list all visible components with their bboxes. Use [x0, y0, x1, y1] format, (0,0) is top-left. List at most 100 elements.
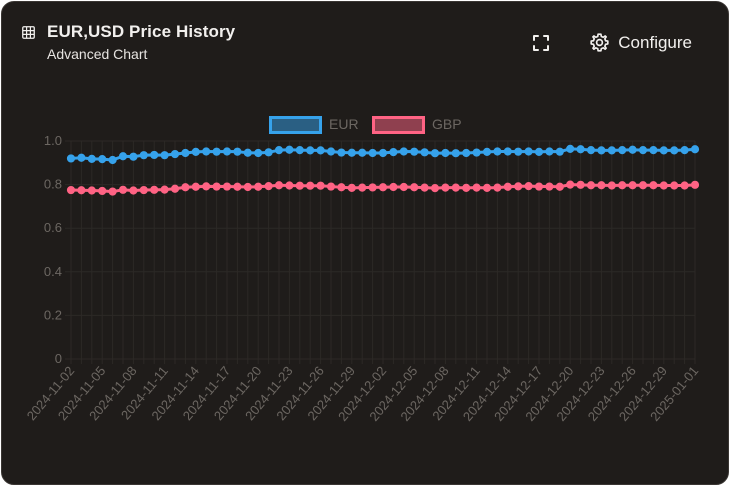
- table-grid-icon: [22, 25, 35, 39]
- data-point-gbp: [545, 182, 554, 191]
- data-point-gbp: [451, 183, 460, 192]
- data-point-eur: [670, 146, 679, 155]
- data-point-gbp: [368, 183, 377, 192]
- data-point-eur: [243, 148, 252, 157]
- data-point-eur: [430, 149, 440, 158]
- data-point-gbp: [410, 183, 419, 192]
- data-point-gbp: [264, 182, 273, 191]
- data-point-eur: [139, 151, 148, 160]
- data-point-eur: [181, 148, 190, 158]
- data-point-eur: [410, 147, 419, 156]
- data-point-eur: [306, 146, 315, 155]
- data-point-eur: [129, 152, 138, 161]
- data-point-gbp: [285, 181, 294, 190]
- data-point-gbp: [524, 182, 533, 191]
- data-point-gbp: [150, 185, 159, 194]
- title-row: EUR,USD Price History: [22, 22, 235, 42]
- data-point-gbp: [254, 182, 263, 191]
- data-point-gbp: [378, 183, 388, 192]
- data-point-gbp: [690, 180, 700, 189]
- data-point-eur: [462, 148, 471, 158]
- data-point-eur: [170, 149, 180, 159]
- data-point-eur: [451, 149, 460, 158]
- data-point-eur: [254, 148, 263, 158]
- data-point-gbp: [191, 182, 200, 191]
- data-point-gbp: [607, 181, 616, 190]
- data-point-gbp: [670, 181, 679, 190]
- data-point-gbp: [462, 183, 471, 192]
- data-point-gbp: [98, 186, 107, 196]
- data-point-eur: [118, 152, 128, 161]
- data-point-eur: [586, 146, 596, 155]
- data-point-eur: [420, 148, 429, 157]
- data-point-gbp: [482, 183, 492, 192]
- data-point-eur: [628, 145, 637, 154]
- data-point-eur: [347, 148, 356, 157]
- data-point-gbp: [649, 181, 658, 190]
- data-point-gbp: [680, 181, 689, 190]
- data-point-eur: [555, 147, 564, 156]
- chart-header: EUR,USD Price History Advanced Chart: [22, 22, 235, 62]
- data-point-eur: [545, 147, 554, 156]
- data-point-eur: [389, 148, 398, 157]
- data-point-eur: [212, 147, 221, 156]
- data-point-gbp: [555, 182, 564, 191]
- data-point-eur: [472, 148, 481, 157]
- data-point-eur: [264, 148, 273, 157]
- data-point-gbp: [181, 183, 190, 192]
- data-point-eur: [597, 146, 606, 155]
- data-point-eur: [295, 146, 304, 155]
- y-tick-label: 0: [55, 351, 62, 366]
- data-point-eur: [222, 147, 232, 156]
- fullscreen-expand-icon[interactable]: [531, 33, 551, 53]
- data-point-gbp: [358, 183, 367, 192]
- data-point-gbp: [472, 183, 481, 192]
- data-point-eur: [87, 154, 96, 163]
- data-point-eur: [191, 147, 200, 156]
- configure-label: Configure: [618, 32, 692, 52]
- chart-subtitle: Advanced Chart: [47, 46, 148, 62]
- data-point-gbp: [586, 181, 596, 190]
- data-point-gbp: [202, 182, 211, 191]
- data-point-eur: [514, 147, 523, 156]
- configure-button[interactable]: Configure: [589, 32, 692, 53]
- data-point-gbp: [108, 187, 117, 196]
- data-point-eur: [378, 148, 388, 158]
- data-point-gbp: [441, 183, 450, 192]
- data-point-eur: [659, 146, 668, 155]
- data-point-gbp: [77, 186, 86, 195]
- data-point-gbp: [597, 181, 606, 190]
- data-point-gbp: [576, 180, 585, 189]
- data-point-eur: [576, 145, 585, 154]
- legend-label-eur: EUR: [329, 116, 359, 132]
- data-point-gbp: [326, 182, 336, 191]
- y-tick-label: 0.2: [44, 307, 62, 322]
- data-point-eur: [368, 148, 377, 158]
- data-point-gbp: [212, 182, 221, 191]
- data-point-eur: [285, 145, 294, 154]
- legend-swatch-gbp: [372, 116, 425, 134]
- y-tick-label: 0.6: [44, 220, 62, 235]
- data-point-gbp: [566, 180, 575, 189]
- data-point-gbp: [118, 185, 128, 194]
- data-point-gbp: [420, 183, 429, 192]
- gear-icon: [589, 32, 610, 53]
- y-tick-label: 0.8: [44, 177, 62, 192]
- data-point-eur: [274, 146, 284, 155]
- data-point-eur: [566, 144, 575, 153]
- data-point-gbp: [347, 183, 356, 192]
- data-point-gbp: [139, 185, 148, 195]
- data-point-eur: [534, 147, 544, 156]
- data-point-gbp: [222, 182, 232, 191]
- data-point-eur: [618, 146, 627, 155]
- data-point-gbp: [129, 186, 138, 195]
- data-point-eur: [150, 150, 159, 160]
- data-point-eur: [493, 147, 502, 156]
- data-point-eur: [77, 153, 86, 162]
- data-point-eur: [649, 146, 658, 155]
- data-point-eur: [108, 155, 117, 165]
- data-point-gbp: [430, 183, 440, 193]
- data-point-gbp: [514, 182, 523, 191]
- data-point-eur: [607, 146, 616, 155]
